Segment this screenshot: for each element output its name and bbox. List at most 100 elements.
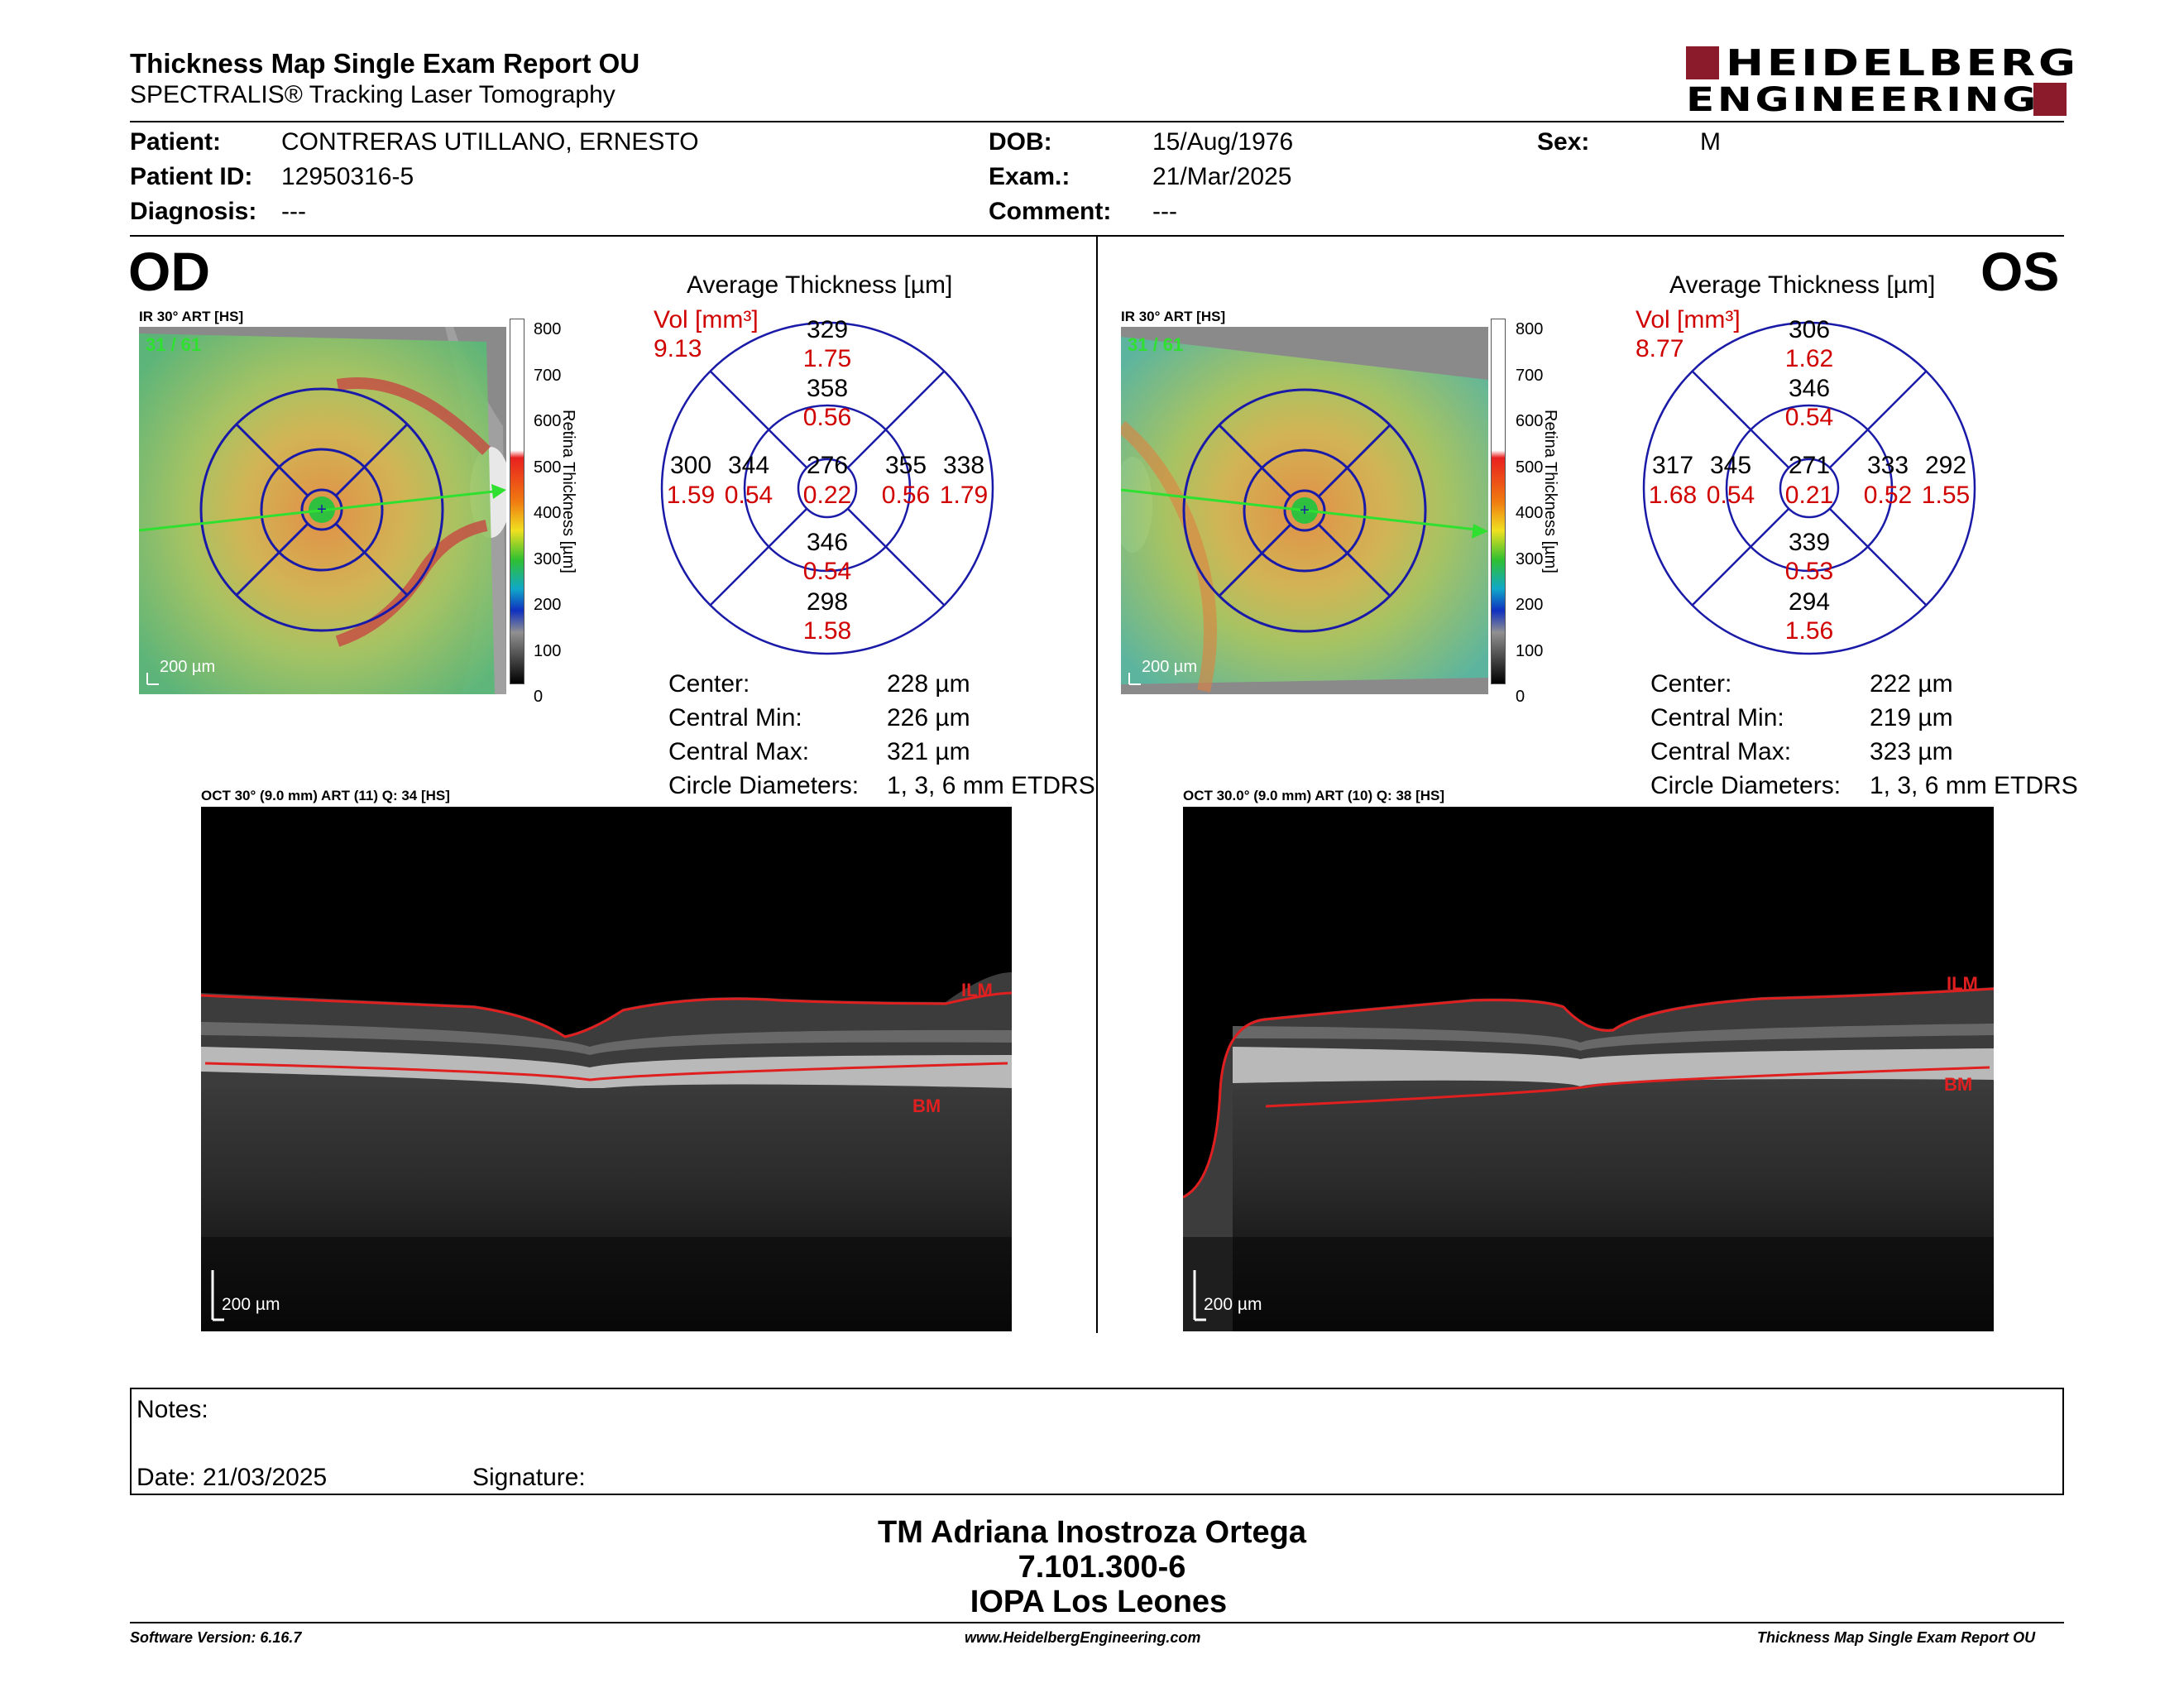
center-divider [1096, 237, 1098, 1333]
od-ir-caption: IR 30° ART [HS] [139, 309, 244, 324]
info-divider [130, 235, 2064, 237]
os-frame-count: 31 / 61 [1128, 334, 1184, 355]
heidelberg-logo: HEIDELBERG ENGINEERING [1686, 46, 2076, 119]
patient-label: Patient: [130, 128, 222, 156]
od-inner-inferior-thickness: 346 [806, 529, 849, 556]
os-ir-caption: IR 30° ART [HS] [1121, 309, 1226, 324]
os-inner-inferior-thickness: 339 [1788, 529, 1831, 556]
os-outer-inferior-thickness: 294 [1788, 588, 1831, 616]
od-etdrs-grid [660, 321, 994, 655]
od-center-value: 228 µm [887, 670, 970, 698]
exam-label: Exam.: [989, 163, 1070, 190]
od-thickness-colorbar [510, 319, 524, 684]
od-tick: 700 [534, 366, 562, 385]
os-tick: 700 [1516, 366, 1544, 385]
patient-name: CONTRERAS UTILLANO, ERNESTO [281, 128, 699, 156]
os-center-thickness: 271 [1788, 452, 1831, 479]
od-center-thickness: 276 [806, 452, 849, 479]
stamp-clinic: IOPA Los Leones [970, 1585, 1228, 1619]
website-link[interactable]: www.HeidelbergEngineering.com [965, 1629, 1201, 1646]
od-ilm-label: ILM [961, 980, 993, 1000]
os-inner-superior-volume: 0.54 [1784, 404, 1834, 431]
os-thickness-colorbar [1491, 319, 1506, 684]
od-inner-superior-thickness: 358 [806, 375, 849, 402]
od-outer-left-thickness: 300 [669, 452, 712, 479]
os-tick: 300 [1516, 549, 1544, 568]
od-central-min-value: 226 µm [887, 704, 970, 731]
os-circle-diameters-label: Circle Diameters: [1650, 772, 1842, 799]
od-central-max-label: Central Max: [668, 738, 810, 765]
od-fundus-thickness-map: + [139, 327, 506, 694]
os-center-label: Center: [1650, 670, 1732, 698]
od-outer-inferior-volume: 1.58 [802, 617, 852, 645]
od-central-min-label: Central Min: [668, 704, 802, 731]
od-eye-label: OD [128, 241, 210, 302]
os-oct-bscan [1183, 807, 1994, 1331]
comment-label: Comment: [989, 198, 1112, 225]
notes-box[interactable]: Notes: Date: 21/03/2025 Signature: [130, 1388, 2064, 1495]
logo-square-top [1686, 46, 1719, 79]
od-oct-scale: 200 µm [222, 1295, 280, 1314]
footer-report-name: Thickness Map Single Exam Report OU [1757, 1629, 2036, 1646]
report-subtitle: SPECTRALIS® Tracking Laser Tomography [130, 81, 615, 108]
od-inner-inferior-volume: 0.54 [802, 558, 852, 585]
os-inner-right-volume: 0.52 [1863, 482, 1913, 509]
diagnosis-label: Diagnosis: [130, 198, 257, 225]
os-tick: 800 [1516, 320, 1544, 338]
os-colorbar-label: Retina Thickness [µm] [1541, 410, 1559, 573]
od-circle-diameters-value: 1, 3, 6 mm ETDRS [887, 772, 1095, 799]
od-bm-label: BM [912, 1096, 941, 1116]
od-outer-left-volume: 1.59 [666, 482, 716, 509]
dob-value: 15/Aug/1976 [1152, 128, 1294, 156]
os-central-max-value: 323 µm [1870, 738, 1953, 765]
os-vol-label: Vol [mm³] [1636, 306, 1741, 333]
os-inner-left-thickness: 345 [1709, 452, 1752, 479]
svg-text:+: + [317, 501, 327, 519]
os-average-thickness-title: Average Thickness [µm] [1669, 271, 1936, 299]
logo-word-bottom: ENGINEERING [1686, 81, 2040, 119]
od-tick: 0 [534, 688, 544, 706]
od-tick: 100 [534, 641, 562, 660]
os-etdrs-grid [1642, 321, 1976, 655]
os-center-volume: 0.21 [1784, 482, 1834, 509]
os-ilm-label: ILM [1947, 973, 1978, 994]
stamp-name: TM Adriana Inostroza Ortega [878, 1515, 1306, 1550]
date-label: Date: 21/03/2025 [136, 1464, 328, 1491]
os-inner-inferior-volume: 0.53 [1784, 558, 1834, 585]
od-inner-right-volume: 0.56 [881, 482, 931, 509]
os-oct-caption: OCT 30.0° (9.0 mm) ART (10) Q: 38 [HS] [1183, 788, 1445, 803]
od-tick: 800 [534, 320, 562, 338]
signature-label: Signature: [472, 1464, 586, 1491]
od-inner-left-thickness: 344 [727, 452, 770, 479]
svg-text:+: + [1300, 501, 1310, 520]
os-circle-diameters-value: 1, 3, 6 mm ETDRS [1870, 772, 2078, 799]
os-tick: 0 [1516, 688, 1525, 706]
os-outer-superior-volume: 1.62 [1784, 345, 1834, 372]
os-central-min-label: Central Min: [1650, 704, 1784, 731]
dob-label: DOB: [989, 128, 1052, 156]
os-tick: 500 [1516, 458, 1544, 477]
od-outer-superior-thickness: 329 [806, 316, 849, 343]
od-average-thickness-title: Average Thickness [µm] [687, 271, 953, 299]
os-inner-left-volume: 0.54 [1706, 482, 1755, 509]
os-tick: 100 [1516, 641, 1544, 660]
os-central-min-value: 219 µm [1870, 704, 1953, 731]
os-outer-left-thickness: 317 [1651, 452, 1694, 479]
os-fundus-thickness-map: + [1121, 327, 1488, 694]
os-vol-total: 8.77 [1636, 335, 1684, 362]
od-oct-caption: OCT 30° (9.0 mm) ART (11) Q: 34 [HS] [201, 788, 450, 803]
os-bm-label: BM [1944, 1074, 1973, 1095]
od-outer-superior-volume: 1.75 [802, 345, 852, 372]
os-outer-superior-thickness: 306 [1788, 316, 1831, 343]
od-vol-total: 9.13 [654, 335, 702, 362]
od-tick: 600 [534, 412, 562, 430]
notes-label: Notes: [136, 1396, 208, 1423]
od-colorbar-label: Retina Thickness [µm] [559, 410, 577, 573]
os-center-value: 222 µm [1870, 670, 1953, 698]
patient-id-value: 12950316-5 [281, 163, 414, 190]
os-oct-scale: 200 µm [1204, 1295, 1262, 1314]
os-outer-inferior-volume: 1.56 [1784, 617, 1834, 645]
od-fundus-scale: 200 µm [160, 658, 216, 676]
os-outer-right-volume: 1.55 [1921, 482, 1971, 509]
header-divider [130, 121, 2064, 122]
